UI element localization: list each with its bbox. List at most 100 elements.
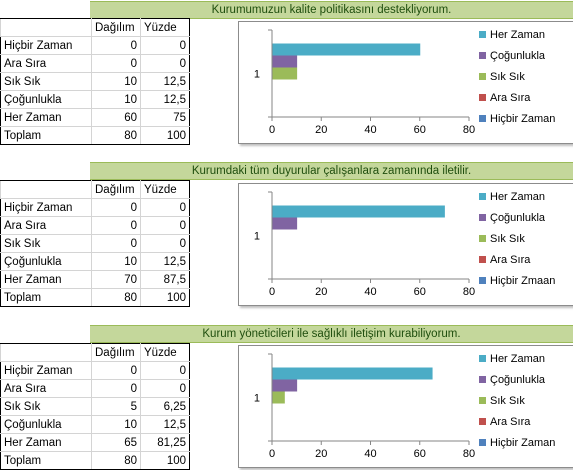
x-tick-label: 80 [463, 448, 475, 460]
header-count: Dağılım [91, 343, 141, 362]
legend-label: Ara Sıra [490, 254, 531, 266]
table-row: Çoğunlukla 10 12,5 [0, 252, 190, 271]
table-row: Hiçbir Zaman 0 0 [0, 198, 190, 217]
row-label: Çoğunlukla [0, 90, 92, 109]
row-label: Her Zaman [0, 108, 92, 127]
legend-label: Ara Sıra [490, 92, 531, 104]
legend-swatch [479, 52, 486, 59]
table-row-total: Toplam 80 100 [0, 288, 190, 307]
row-label: Hiçbir Zaman [0, 361, 92, 380]
row-percent: 100 [140, 288, 190, 307]
section-3-title: Kurum yöneticileri ile sağlıklı iletişim… [90, 325, 573, 343]
x-tick-label: 20 [315, 124, 327, 136]
legend-label: Sık Sık [490, 233, 525, 245]
x-tick-label: 80 [463, 124, 475, 136]
row-percent: 81,25 [140, 433, 190, 452]
chart-1[interactable]: 0 20 40 60 80 1 Her Zaman Çoğunlukla Sık Sık Ara … [238, 21, 573, 144]
bar [272, 43, 421, 56]
x-tick-label: 0 [269, 448, 275, 460]
row-label: Sık Sık [0, 397, 92, 416]
legend-label: Hiçbir Zmaan [490, 275, 555, 287]
legend-swatch [479, 277, 486, 284]
header-percent: Yüzde [140, 180, 190, 199]
table-row: Çoğunlukla 10 12,5 [0, 415, 190, 434]
row-count: 0 [91, 216, 141, 235]
row-label: Her Zaman [0, 270, 92, 289]
row-percent: 0 [140, 216, 190, 235]
x-tick-label: 60 [414, 124, 426, 136]
legend-label: Her Zaman [490, 29, 545, 41]
x-tick-label: 60 [414, 286, 426, 298]
row-count: 10 [91, 252, 141, 271]
header-blank [0, 18, 92, 37]
legend-label: Çoğunlukla [490, 212, 546, 224]
legend-swatch [479, 115, 486, 122]
row-percent: 0 [140, 36, 190, 55]
x-tick-label: 40 [364, 448, 376, 460]
table-row: Ara Sıra 0 0 [0, 54, 190, 73]
row-label: Ara Sıra [0, 379, 92, 398]
legend-swatch [479, 418, 486, 425]
legend-label: Sık Sık [490, 395, 525, 407]
bar [272, 367, 433, 380]
legend-label: Hiçbir Zaman [490, 113, 555, 125]
bar [272, 55, 298, 68]
legend-swatch [479, 355, 486, 362]
category-label: 1 [254, 69, 260, 81]
row-percent: 0 [140, 54, 190, 73]
x-tick-label: 0 [269, 124, 275, 136]
chart-1-svg: 0 20 40 60 80 1 Her Zaman Çoğunlukla Sık Sık Ara … [254, 29, 556, 136]
row-percent: 12,5 [140, 72, 190, 91]
x-tick-label: 20 [315, 448, 327, 460]
legend-label: Sık Sık [490, 71, 525, 83]
table-row: Hiçbir Zaman 0 0 [0, 361, 190, 380]
row-count: 0 [91, 54, 141, 73]
section-1-title: Kurumumuzun kalite politikasını destekli… [90, 1, 573, 19]
legend-label: Çoğunlukla [490, 50, 546, 62]
legend-swatch [479, 94, 486, 101]
row-count: 0 [91, 198, 141, 217]
row-count: 80 [91, 126, 141, 145]
header-blank [0, 343, 92, 362]
x-tick-label: 60 [414, 448, 426, 460]
row-percent: 87,5 [140, 270, 190, 289]
row-label: Çoğunlukla [0, 252, 92, 271]
row-label: Toplam [0, 288, 92, 307]
section-2-table: Dağılım Yüzde Hiçbir Zaman 0 0 Ara Sıra 0 0 … [0, 180, 190, 307]
row-percent: 75 [140, 108, 190, 127]
row-label: Sık Sık [0, 72, 92, 91]
header-percent: Yüzde [140, 18, 190, 37]
section-1-table: Dağılım Yüzde Hiçbir Zaman 0 0 Ara Sıra 0 0 … [0, 18, 190, 145]
legend-label: Hiçbir Zaman [490, 437, 555, 449]
row-label: Çoğunlukla [0, 415, 92, 434]
table-row: Sık Sık 10 12,5 [0, 72, 190, 91]
row-count: 0 [91, 234, 141, 253]
chart-2-svg: 0 20 40 60 80 1 Her Zaman Çoğunlukla Sık Sık Ara … [254, 191, 556, 298]
x-tick-label: 0 [269, 286, 275, 298]
legend-swatch [479, 376, 486, 383]
row-label: Hiçbir Zaman [0, 36, 92, 55]
header-percent: Yüzde [140, 343, 190, 362]
row-label: Her Zaman [0, 433, 92, 452]
legend-swatch [479, 397, 486, 404]
row-count: 5 [91, 397, 141, 416]
x-tick-label: 80 [463, 286, 475, 298]
bar [272, 205, 445, 218]
header-count: Dağılım [91, 180, 141, 199]
row-label: Toplam [0, 451, 92, 470]
row-percent: 6,25 [140, 397, 190, 416]
legend-swatch [479, 214, 486, 221]
bar [272, 379, 298, 392]
table-row: Ara Sıra 0 0 [0, 216, 190, 235]
table-row: Her Zaman 70 87,5 [0, 270, 190, 289]
x-tick-label: 40 [364, 286, 376, 298]
row-percent: 0 [140, 234, 190, 253]
row-count: 10 [91, 90, 141, 109]
chart-2[interactable]: 0 20 40 60 80 1 Her Zaman Çoğunlukla Sık Sık Ara … [238, 183, 573, 306]
legend-label: Her Zaman [490, 191, 545, 203]
chart-3[interactable]: 0 20 40 60 80 1 Her Zaman Çoğunlukla Sık Sık Ara … [238, 345, 573, 468]
row-label: Hiçbir Zaman [0, 198, 92, 217]
bar [272, 217, 298, 230]
legend-label: Çoğunlukla [490, 374, 546, 386]
row-percent: 100 [140, 451, 190, 470]
